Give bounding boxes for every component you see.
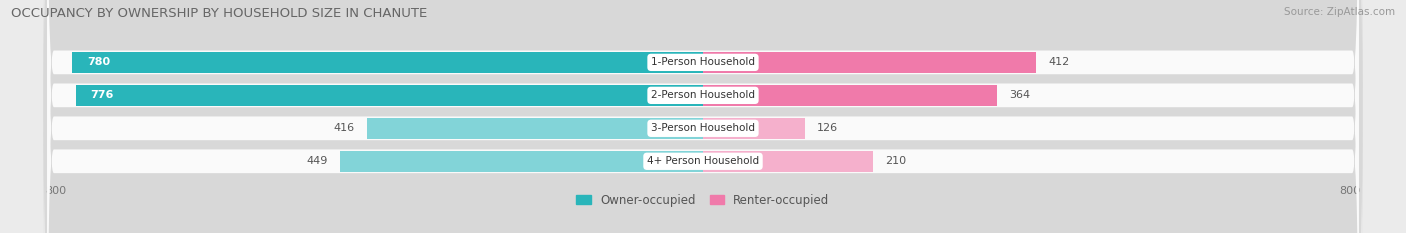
Text: Source: ZipAtlas.com: Source: ZipAtlas.com	[1284, 7, 1395, 17]
FancyBboxPatch shape	[48, 0, 1358, 233]
Text: 3-Person Household: 3-Person Household	[651, 123, 755, 133]
Text: 2-Person Household: 2-Person Household	[651, 90, 755, 100]
Text: 449: 449	[307, 156, 328, 166]
Legend: Owner-occupied, Renter-occupied: Owner-occupied, Renter-occupied	[576, 194, 830, 207]
Text: OCCUPANCY BY OWNERSHIP BY HOUSEHOLD SIZE IN CHANUTE: OCCUPANCY BY OWNERSHIP BY HOUSEHOLD SIZE…	[11, 7, 427, 20]
Text: 1-Person Household: 1-Person Household	[651, 57, 755, 67]
Bar	[703, 85, 997, 106]
FancyBboxPatch shape	[48, 0, 1358, 233]
Text: 364: 364	[1010, 90, 1031, 100]
Text: 416: 416	[333, 123, 354, 133]
FancyBboxPatch shape	[44, 17, 1362, 233]
Text: 210: 210	[884, 156, 905, 166]
Text: 780: 780	[87, 57, 110, 67]
Bar	[340, 151, 703, 171]
Text: 4+ Person Household: 4+ Person Household	[647, 156, 759, 166]
Text: 126: 126	[817, 123, 838, 133]
FancyBboxPatch shape	[48, 0, 1358, 233]
Bar	[76, 85, 703, 106]
Bar	[703, 52, 1036, 73]
Bar	[703, 118, 804, 139]
FancyBboxPatch shape	[44, 0, 1362, 233]
FancyBboxPatch shape	[44, 0, 1362, 206]
Text: 776: 776	[90, 90, 114, 100]
FancyBboxPatch shape	[48, 0, 1358, 233]
FancyBboxPatch shape	[44, 0, 1362, 233]
Text: 412: 412	[1049, 57, 1070, 67]
Bar	[367, 118, 703, 139]
Bar	[73, 52, 703, 73]
Bar	[703, 151, 873, 171]
